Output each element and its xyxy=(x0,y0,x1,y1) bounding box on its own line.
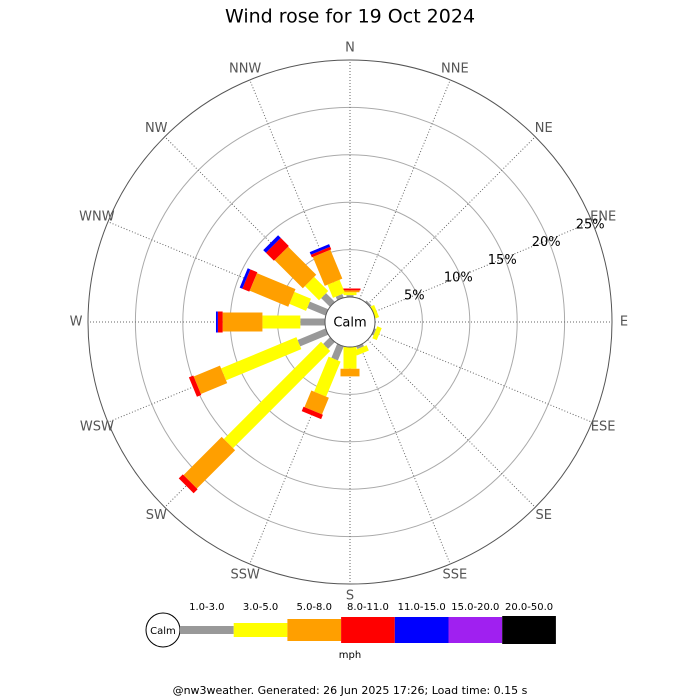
spoke xyxy=(372,221,593,313)
wind-bar xyxy=(297,328,329,347)
spoke xyxy=(372,331,593,423)
wind-bar xyxy=(312,249,343,286)
wind-bar xyxy=(340,368,360,377)
calm-circle xyxy=(324,296,376,348)
direction-label: SW xyxy=(146,508,167,523)
wind-bar xyxy=(304,276,329,301)
grid-ring xyxy=(87,59,613,585)
r-tick-label: 20% xyxy=(532,235,561,250)
direction-label: WSW xyxy=(80,419,114,434)
unit-label: mph xyxy=(339,650,361,661)
wind-bar xyxy=(346,295,354,297)
wind-bar xyxy=(371,328,377,336)
wind-bar xyxy=(321,293,335,307)
legend-swatch xyxy=(287,619,342,641)
wind-bar xyxy=(354,345,369,356)
footer: @nw3weather. Generated: 26 Jun 2025 17:2… xyxy=(173,684,528,697)
wind-bar xyxy=(242,269,258,292)
wind-bar xyxy=(223,341,331,449)
wind-bar xyxy=(356,343,364,350)
wind-bar xyxy=(304,390,329,415)
wind-bar xyxy=(263,235,281,253)
wind-bar xyxy=(343,347,357,369)
direction-label: NW xyxy=(145,121,168,136)
wind-bar xyxy=(215,311,218,333)
grid-ring xyxy=(182,154,518,490)
legend-swatch xyxy=(394,617,449,643)
legend-label: 1.0-3.0 xyxy=(189,602,224,613)
legend-label: 11.0-15.0 xyxy=(398,602,446,613)
r-tick-label: 25% xyxy=(576,217,605,232)
direction-label: W xyxy=(70,315,83,330)
spoke xyxy=(359,344,451,565)
wind-bar xyxy=(370,304,380,319)
direction-label: ENE xyxy=(590,210,616,225)
wind-bar xyxy=(307,301,329,316)
direction-label: NE xyxy=(535,121,553,136)
wind-bar xyxy=(335,294,344,301)
wind-bar xyxy=(331,343,344,361)
wind-bar xyxy=(372,326,382,341)
wind-bar xyxy=(221,337,302,381)
legend-swatch xyxy=(448,617,503,643)
r-tick-label: 10% xyxy=(444,271,473,286)
wind-bar xyxy=(340,290,360,293)
legend-calm-label: Calm xyxy=(150,626,176,637)
direction-label: SE xyxy=(536,508,552,523)
legend-swatch xyxy=(180,626,234,634)
wind-bar xyxy=(217,311,223,333)
direction-label: S xyxy=(346,589,354,604)
wind-bar xyxy=(365,300,372,307)
wind-bar xyxy=(327,279,345,298)
spoke xyxy=(367,339,536,508)
wind-bar xyxy=(310,246,332,258)
wind-bar xyxy=(323,337,335,349)
legend-swatch xyxy=(502,616,556,644)
wind-bar xyxy=(314,356,341,397)
direction-label: ESE xyxy=(591,419,616,434)
legend-swatch xyxy=(341,617,395,643)
legend-label: 3.0-5.0 xyxy=(243,602,278,613)
spoke xyxy=(367,136,536,305)
direction-label: E xyxy=(620,315,628,330)
wind-bar xyxy=(301,406,323,420)
wind-bar xyxy=(249,273,296,307)
wind-bar xyxy=(222,312,263,332)
legend-label: 5.0-8.0 xyxy=(297,602,332,613)
direction-label: NNE xyxy=(441,61,469,76)
wind-bar xyxy=(178,474,198,494)
wind-bar xyxy=(265,237,289,261)
direction-label: NNW xyxy=(229,61,261,76)
wind-bar xyxy=(339,288,361,291)
direction-label: SSW xyxy=(230,568,260,583)
wind-bar xyxy=(239,268,251,289)
wind-bar xyxy=(309,244,331,255)
chart-title: Wind rose for 19 Oct 2024 xyxy=(225,6,475,28)
r-tick-label: 15% xyxy=(488,253,517,268)
direction-label: WNW xyxy=(79,210,115,225)
legend-swatch xyxy=(233,623,288,637)
wind-bar xyxy=(289,291,311,311)
direction-label: N xyxy=(345,41,355,56)
wind-bar xyxy=(274,246,317,289)
spoke xyxy=(359,79,451,300)
legend-label: 15.0-20.0 xyxy=(451,602,499,613)
legend-label: 20.0-50.0 xyxy=(505,602,553,613)
r-tick-label: 5% xyxy=(404,289,425,304)
wind-bar xyxy=(188,375,202,397)
wind-bar xyxy=(300,318,325,326)
wind-bar xyxy=(343,292,357,296)
direction-label: SSE xyxy=(442,568,467,583)
wind-bar xyxy=(183,436,236,489)
wind-bar xyxy=(262,315,301,329)
legend-label: 8.0-11.0 xyxy=(347,602,389,613)
calm-label: Calm xyxy=(333,316,366,331)
wind-bar xyxy=(193,365,228,395)
